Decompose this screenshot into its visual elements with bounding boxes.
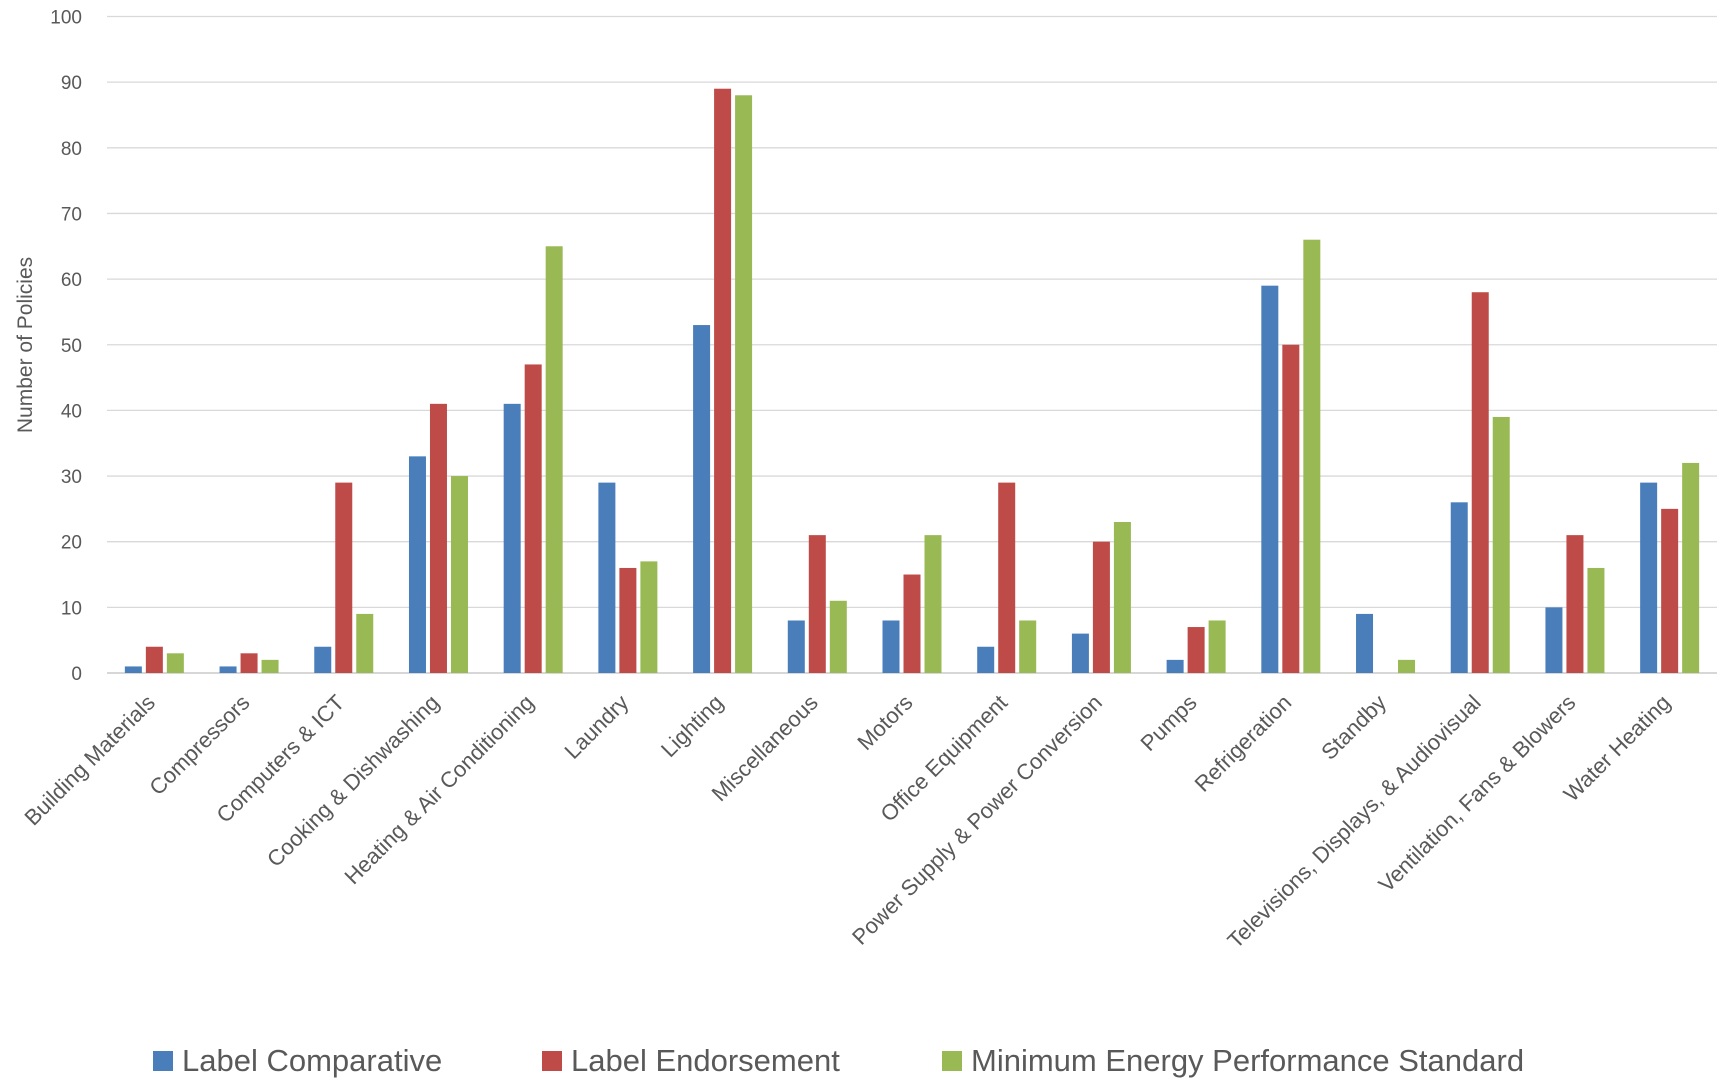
y-tick-label: 20: [61, 533, 82, 554]
bars: [124, 88, 1700, 674]
bar-label-comparative: [219, 666, 237, 673]
bar-label-endorsement: [619, 567, 637, 673]
gridlines: [107, 15, 1717, 674]
bar-label-comparative: [1071, 633, 1089, 673]
bar-label-comparative: [1545, 607, 1563, 673]
x-category-label: Cooking & Dishwashing: [262, 690, 444, 872]
x-category-label: Ventilation, Fans & Blowers: [1373, 690, 1580, 897]
x-category-label: Laundry: [560, 690, 634, 764]
x-category-label: Refrigeration: [1190, 690, 1297, 797]
legend: Label Comparative Label Endorsement Minimu…: [153, 1043, 1524, 1078]
bar-label-endorsement: [240, 653, 258, 673]
x-category-label: Motors: [852, 690, 917, 755]
bar-label-comparative: [977, 646, 995, 673]
bar-label-comparative: [1640, 482, 1658, 673]
bar-label-endorsement: [1282, 344, 1300, 673]
bar-minimum-energy-performance-standard: [1019, 620, 1037, 673]
y-tick-label: 40: [61, 401, 82, 422]
bar-label-endorsement: [1187, 627, 1205, 673]
bar-minimum-energy-performance-standard: [166, 653, 184, 673]
bar-minimum-energy-performance-standard: [356, 613, 374, 673]
bar-minimum-energy-performance-standard: [1492, 416, 1510, 673]
y-tick-label: 0: [71, 664, 82, 685]
y-tick-label: 80: [61, 139, 82, 160]
bar-label-comparative: [503, 403, 521, 673]
x-category-label: Heating & Air Conditioning: [339, 690, 538, 889]
bar-label-endorsement: [335, 482, 353, 673]
bar-minimum-energy-performance-standard: [924, 535, 942, 673]
legend-label: Label Endorsement: [571, 1043, 840, 1078]
bar-minimum-energy-performance-standard: [640, 561, 658, 673]
bar-minimum-energy-performance-standard: [261, 659, 279, 673]
bar-label-endorsement: [903, 574, 921, 673]
bar-label-comparative: [598, 482, 616, 673]
y-tick-label: 90: [61, 73, 82, 94]
bar-label-comparative: [1356, 613, 1374, 673]
bar-label-endorsement: [1566, 535, 1584, 673]
bar-label-endorsement: [714, 88, 732, 674]
y-tick-label: 60: [61, 270, 82, 291]
bar-label-comparative: [882, 620, 900, 673]
bar-label-comparative: [1450, 502, 1468, 673]
bar-minimum-energy-performance-standard: [829, 600, 847, 673]
bar-minimum-energy-performance-standard: [1303, 239, 1321, 673]
bar-minimum-energy-performance-standard: [1587, 567, 1605, 673]
bar-minimum-energy-performance-standard: [1682, 462, 1700, 673]
bar-label-comparative: [1166, 659, 1184, 673]
bar-label-endorsement: [524, 364, 542, 673]
bar-minimum-energy-performance-standard: [450, 476, 468, 673]
x-category-label: Standby: [1316, 690, 1391, 765]
y-axis-ticks: 0 10 20 30 40 50 60 70 80 90 100: [50, 8, 82, 686]
bar-label-comparative: [314, 646, 332, 673]
bar-minimum-energy-performance-standard: [1208, 620, 1226, 673]
bar-label-endorsement: [1661, 508, 1679, 673]
legend-label: Minimum Energy Performance Standard: [971, 1043, 1524, 1078]
x-category-label: Building Materials: [19, 690, 159, 830]
y-tick-label: 50: [61, 336, 82, 357]
x-category-label: Lighting: [656, 690, 728, 762]
legend-swatch: [942, 1051, 962, 1071]
bar-minimum-energy-performance-standard: [735, 95, 753, 673]
bar-label-endorsement: [145, 646, 163, 673]
y-axis-title: Number of Policies: [14, 257, 37, 433]
y-tick-label: 10: [61, 598, 82, 619]
bar-minimum-energy-performance-standard: [545, 246, 563, 673]
legend-label: Label Comparative: [182, 1043, 442, 1078]
bar-label-endorsement: [1092, 541, 1110, 673]
bar-minimum-energy-performance-standard: [1113, 522, 1131, 673]
bar-label-comparative: [124, 666, 142, 673]
bar-label-comparative: [408, 456, 426, 673]
legend-swatch: [542, 1051, 562, 1071]
x-category-label: Pumps: [1136, 690, 1202, 756]
bar-label-endorsement: [998, 482, 1016, 673]
bar-label-endorsement: [429, 403, 447, 673]
bar-label-comparative: [787, 620, 805, 673]
bar-label-comparative: [693, 325, 711, 673]
y-tick-label: 30: [61, 467, 82, 488]
legend-swatch: [153, 1051, 173, 1071]
bar-label-endorsement: [808, 535, 826, 673]
bar-label-endorsement: [1471, 292, 1489, 673]
y-tick-label: 70: [61, 204, 82, 225]
bar-minimum-energy-performance-standard: [1398, 659, 1416, 673]
bar-label-comparative: [1261, 285, 1279, 673]
y-tick-label: 100: [50, 8, 82, 29]
